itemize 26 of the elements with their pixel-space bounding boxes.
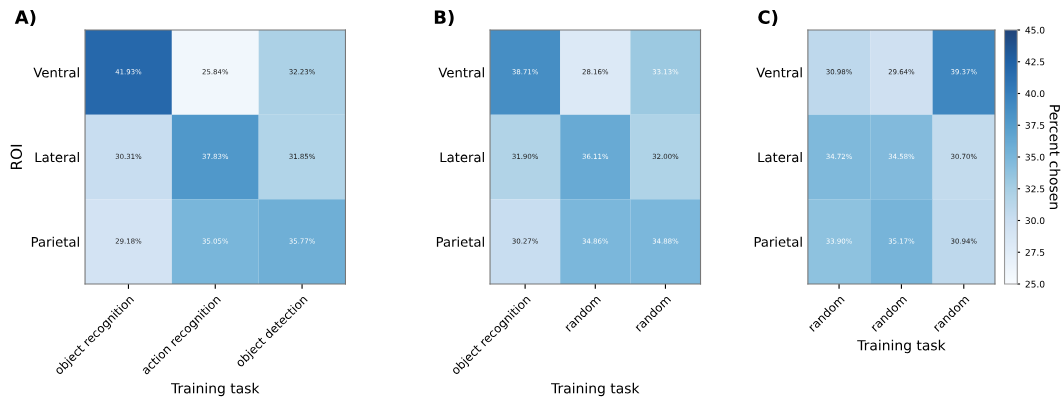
color-bar-label: 35.0 <box>1025 153 1045 161</box>
chart-title: B) <box>434 10 454 27</box>
y-tick-label: Parietal <box>754 236 802 247</box>
chart-title: A) <box>14 10 36 27</box>
color-bar-label: 37.5 <box>1025 121 1045 129</box>
y-tick-label: Ventral <box>438 67 484 78</box>
x-axis-title: Training task <box>551 382 640 397</box>
color-bar-label: 45.0 <box>1025 26 1045 34</box>
color-bar-label: 32.5 <box>1025 185 1045 193</box>
y-tick-label: Lateral <box>35 151 79 163</box>
y-tick-label: Parietal <box>31 236 79 247</box>
y-tick-label: Parietal <box>436 236 484 247</box>
color-bar-label: 30.0 <box>1025 217 1045 225</box>
color-bar-label: 40.0 <box>1025 90 1045 98</box>
x-axis-title: Training task <box>171 382 260 397</box>
y-tick-label: Lateral <box>440 151 484 163</box>
x-axis-title: Training task <box>857 339 946 354</box>
y-tick-label: Ventral <box>756 67 802 78</box>
y-tick-label: Lateral <box>758 151 802 163</box>
chart-title: C) <box>758 10 778 27</box>
y-axis-title: ROI <box>10 144 23 170</box>
color-bar-label: 42.5 <box>1025 58 1045 66</box>
color-bar-label: 27.5 <box>1025 248 1045 256</box>
color-bar-title: Percent chosen <box>1049 105 1061 209</box>
y-tick-label: Ventral <box>33 67 79 78</box>
color-bar-label: 25.0 <box>1025 280 1045 288</box>
